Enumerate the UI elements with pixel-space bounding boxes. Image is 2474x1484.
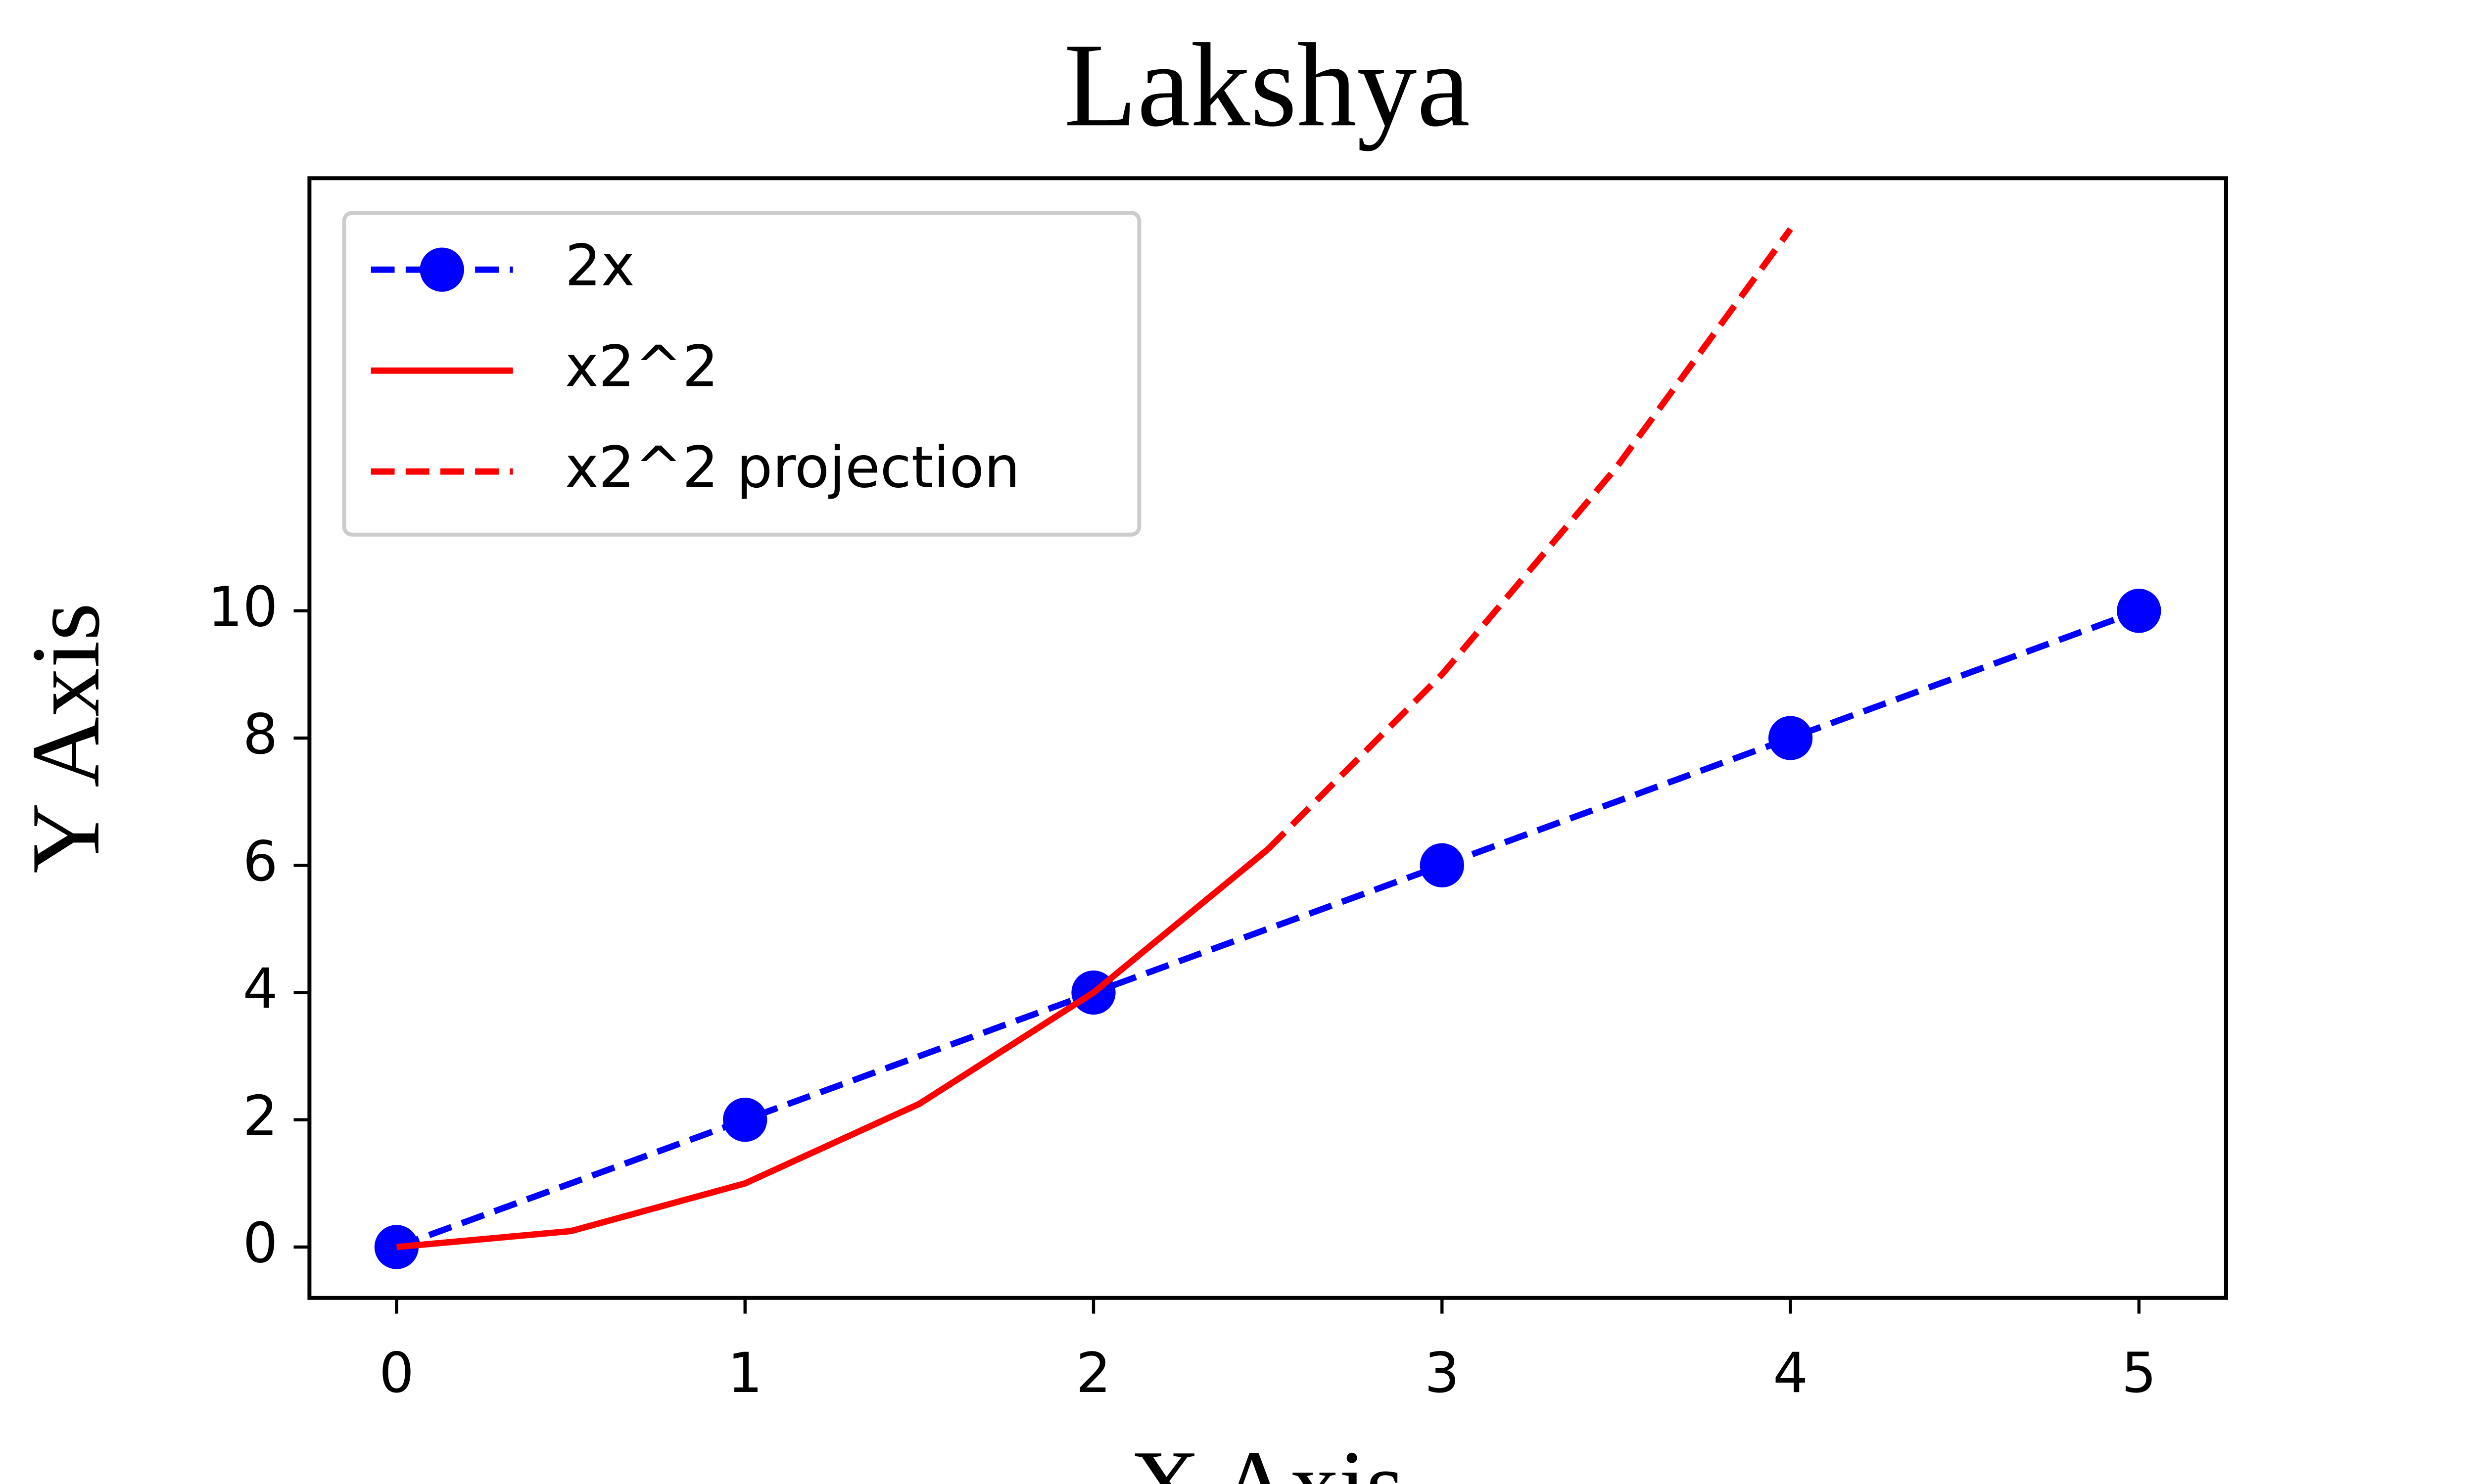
x-axis-label: X Axis: [1130, 1431, 1404, 1484]
plot-frame: [307, 176, 2228, 1300]
series-marker: [1768, 716, 1813, 760]
x-tick-label: 5: [2121, 1341, 2156, 1405]
y-tick-label: 0: [243, 1211, 278, 1276]
legend-label: 2x: [565, 232, 635, 299]
legend-label: x2^2: [565, 333, 718, 400]
series-line: [1265, 227, 1793, 852]
series-line: [395, 607, 2141, 1250]
series-marker: [1420, 843, 1464, 887]
legend-label: x2^2 projection: [565, 434, 1020, 501]
y-tick-label: 2: [243, 1084, 278, 1148]
legend-marker: [420, 247, 464, 292]
series-marker: [723, 1098, 767, 1142]
y-axis-label: Y Axis: [11, 603, 120, 873]
y-tick-label: 6: [243, 830, 278, 894]
y-tick-label: 10: [208, 575, 278, 640]
x-tick-label: 3: [1425, 1341, 1460, 1405]
y-tick-label: 8: [243, 702, 278, 767]
x-tick-label: 0: [379, 1341, 414, 1405]
x-tick-label: 2: [1076, 1341, 1111, 1405]
series-marker: [2117, 589, 2161, 633]
chart-title: Lakshya: [1064, 19, 1470, 151]
series-line: [396, 847, 1270, 1251]
x-tick-label: 4: [1773, 1341, 1808, 1405]
x-tick-label: 1: [727, 1341, 762, 1405]
y-tick-label: 4: [243, 957, 278, 1021]
legend-box: [342, 211, 1142, 537]
